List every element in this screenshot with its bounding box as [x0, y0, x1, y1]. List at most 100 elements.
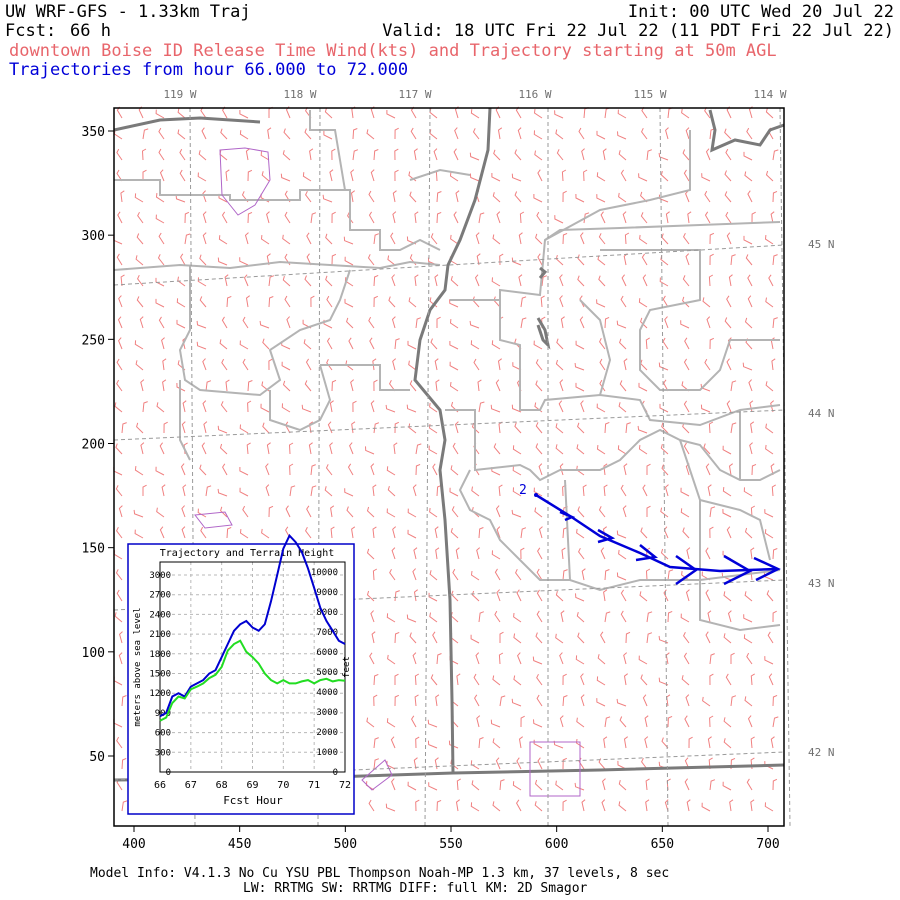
inset-y-right-tick-label: 6000: [316, 648, 338, 658]
wind-barb: [683, 169, 690, 182]
wind-barb: [512, 781, 522, 791]
wind-barb: [514, 149, 522, 161]
wind-barb: [386, 110, 396, 119]
wind-barb: [621, 274, 627, 287]
longitude-label: 118 W: [283, 88, 316, 101]
wind-barb: [239, 340, 249, 350]
wind-barb: [518, 736, 523, 749]
wind-barb: [554, 110, 564, 119]
wind-barb: [770, 400, 775, 413]
wind-barb: [372, 358, 377, 371]
wind-barb: [683, 400, 690, 413]
wind-barb: [434, 757, 439, 770]
inset-y-left-tick-label: 2100: [149, 630, 171, 640]
wind-barb: [455, 799, 460, 812]
wind-barb: [772, 610, 777, 623]
wind-barb: [743, 614, 753, 623]
wind-barb: [155, 193, 165, 203]
wind-barb: [726, 232, 732, 245]
wind-barb: [409, 380, 417, 392]
wind-barb: [492, 192, 501, 203]
inset-xlabel: Fcst Hour: [223, 794, 283, 807]
wind-barb: [119, 631, 123, 644]
wind-barb: [266, 211, 270, 224]
wind-barb: [450, 234, 459, 245]
inset-x-tick-label: 67: [185, 780, 197, 791]
wind-barb: [765, 107, 774, 119]
wind-barb: [137, 211, 144, 224]
wind-barb: [113, 467, 123, 476]
wind-barb: [116, 736, 123, 749]
wind-barb: [470, 109, 480, 119]
wind-barb: [392, 190, 397, 203]
wind-barb: [389, 568, 396, 581]
wind-barb: [535, 233, 543, 245]
wind-barb: [686, 799, 691, 812]
wind-barb: [747, 295, 753, 308]
wind-barb: [390, 736, 396, 749]
wind-barb: [180, 463, 186, 476]
longitude-label: 114 W: [753, 88, 786, 101]
y-tick-label: 300: [82, 229, 105, 244]
wind-barb: [121, 757, 127, 770]
wind-barb: [725, 673, 732, 686]
wind-barb: [155, 214, 165, 224]
wind-barb: [373, 758, 379, 770]
wind-barb: [436, 211, 442, 224]
wind-barb: [407, 340, 417, 350]
wind-barb: [603, 589, 608, 602]
inset-y-right-tick-label: 3000: [316, 708, 338, 718]
wind-barb: [113, 676, 123, 686]
wind-barb: [603, 484, 608, 497]
wind-barb: [511, 404, 522, 413]
wind-barb: [520, 527, 527, 539]
wind-barb: [182, 484, 187, 497]
wind-barb: [578, 127, 585, 140]
inset-panel: Trajectory and Terrain Height 66 67 68 69 70…: [127, 533, 355, 815]
wind-barb: [470, 634, 480, 644]
wind-barb: [496, 211, 501, 224]
wind-barb: [730, 254, 736, 266]
wind-barb: [537, 169, 543, 182]
wind-barb: [473, 673, 480, 686]
wind-barb: [155, 466, 165, 476]
wind-barb: [412, 568, 417, 581]
wind-barb: [562, 695, 568, 707]
wind-barb: [559, 652, 564, 665]
wind-barb: [220, 128, 228, 140]
wind-barb: [136, 422, 144, 434]
wind-barb: [118, 652, 123, 665]
wind-barb: [414, 274, 419, 287]
wind-barb: [772, 317, 778, 329]
wind-barb: [347, 463, 354, 476]
wind-barb: [604, 421, 610, 434]
wind-barb: [181, 526, 186, 539]
wind-barb: [385, 404, 396, 413]
wind-barb: [622, 505, 627, 518]
wind-barb: [142, 128, 149, 140]
wind-barb: [284, 211, 291, 224]
wind-barb: [142, 484, 147, 496]
wind-barb: [239, 130, 249, 140]
wind-barb: [680, 508, 690, 518]
wind-barb: [661, 422, 669, 434]
wind-barb: [202, 211, 207, 224]
wind-barb: [162, 379, 167, 392]
wind-barb: [117, 211, 123, 224]
wind-barb: [555, 129, 564, 140]
wind-barb: [682, 275, 690, 287]
wind-barb: [602, 778, 606, 791]
wind-barb: [724, 170, 732, 182]
wind-barb: [331, 211, 336, 224]
wind-barb: [581, 148, 585, 161]
wind-barb: [282, 380, 291, 392]
wind-barb: [430, 674, 438, 686]
wind-barb: [511, 698, 522, 707]
wind-barb: [184, 233, 191, 245]
wind-barb: [394, 169, 399, 182]
wind-barb: [535, 632, 543, 644]
wind-barb: [665, 211, 670, 224]
wind-barb: [596, 445, 606, 455]
x-tick-label: 550: [439, 837, 462, 852]
wind-barb: [449, 361, 459, 371]
